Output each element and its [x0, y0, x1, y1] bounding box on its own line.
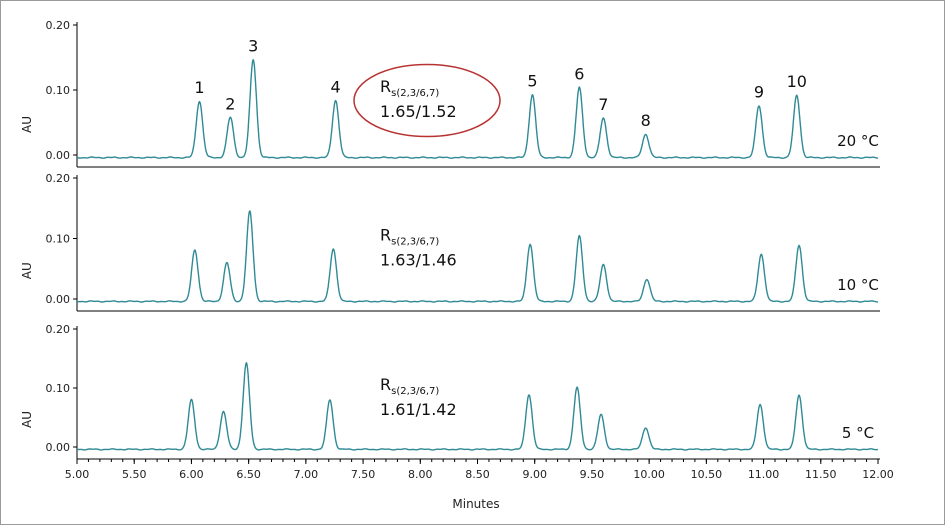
resolution-label: Rs(2,3/6,7)	[380, 77, 439, 99]
panel-2: 0.00 0.10 0.20 AU 10 °C Rs(2,3/6,7) 1.63/1.46	[20, 172, 880, 312]
resolution-subscript: s(2,3/6,7)	[391, 237, 439, 248]
peak-label: 5	[527, 72, 537, 91]
highlight-ellipse	[353, 63, 501, 138]
y-tick-label: 0.20	[46, 172, 71, 185]
x-tick-label: 10.50	[691, 468, 723, 481]
x-axis-label: Minutes	[452, 497, 499, 511]
x-tick-label: 6.50	[236, 468, 261, 481]
x-tick-label: 10.00	[633, 468, 665, 481]
panel-3: 0.00 0.10 0.20 AU 5 °C Rs(2,3/6,7) 1.61/1.42	[20, 323, 880, 460]
resolution-subscript: s(2,3/6,7)	[391, 386, 439, 397]
x-tick-label: 11.50	[805, 468, 837, 481]
y-tick-label: 0.10	[46, 84, 71, 97]
y-tick-label: 0.20	[46, 323, 71, 336]
x-tick-label: 5.00	[65, 468, 90, 481]
y-tick-label: 0.00	[46, 441, 71, 454]
x-axis: 5.00 5.50 6.00 6.50 7.00 7.50 8.00 8.50 9.00 9.50…	[65, 459, 894, 481]
peak-label: 1	[194, 78, 204, 97]
resolution-value: 1.63/1.46	[380, 251, 457, 270]
x-tick-label: 7.50	[351, 468, 376, 481]
y-axis-label: AU	[20, 116, 34, 133]
temperature-label: 5 °C	[842, 424, 874, 442]
x-tick-label: 8.50	[465, 468, 490, 481]
chromatogram-trace	[76, 59, 879, 159]
y-tick-label: 0.10	[46, 233, 71, 246]
peak-label: 2	[225, 94, 235, 113]
peak-label: 4	[331, 77, 341, 96]
peak-label: 7	[598, 95, 608, 114]
y-tick-label: 0.00	[46, 149, 71, 162]
x-tick-label: 5.50	[122, 468, 147, 481]
resolution-label: Rs(2,3/6,7)	[380, 375, 439, 397]
resolution-value: 1.65/1.52	[380, 102, 457, 121]
temperature-label: 20 °C	[837, 132, 879, 150]
x-tick-label: 9.00	[522, 468, 547, 481]
y-axis-label: AU	[20, 262, 34, 279]
x-tick-label: 9.50	[580, 468, 605, 481]
peak-label: 3	[248, 36, 258, 55]
resolution-subscript: s(2,3/6,7)	[391, 88, 439, 99]
temperature-label: 10 °C	[837, 276, 879, 294]
peak-label: 8	[641, 111, 651, 130]
peak-label: 6	[574, 64, 584, 83]
x-tick-label: 6.00	[179, 468, 204, 481]
y-tick-label: 0.20	[46, 19, 71, 32]
y-tick-label: 0.00	[46, 293, 71, 306]
chromatogram-trace	[76, 210, 879, 303]
resolution-label: Rs(2,3/6,7)	[380, 226, 439, 248]
panel-1: 0.00 0.10 0.20 AU 1 2 3 4 5 67 8 9 10 20 °C Rs(2,3/6,7…	[20, 19, 880, 168]
peak-label: 9	[754, 83, 764, 102]
peak-label: 10	[787, 72, 807, 91]
x-tick-label: 8.00	[408, 468, 433, 481]
x-tick-label: 7.00	[294, 468, 319, 481]
y-axis-label: AU	[20, 411, 34, 428]
y-tick-label: 0.10	[46, 382, 71, 395]
chromatogram-trace	[76, 362, 879, 451]
chart-panels: 0.00 0.10 0.20 AU 1 2 3 4 5 67 8 9 10 20 °C Rs(2,3/6,7…	[20, 19, 880, 460]
resolution-value: 1.61/1.42	[380, 400, 457, 419]
x-tick-label: 11.00	[748, 468, 780, 481]
x-tick-label: 12.00	[862, 468, 894, 481]
